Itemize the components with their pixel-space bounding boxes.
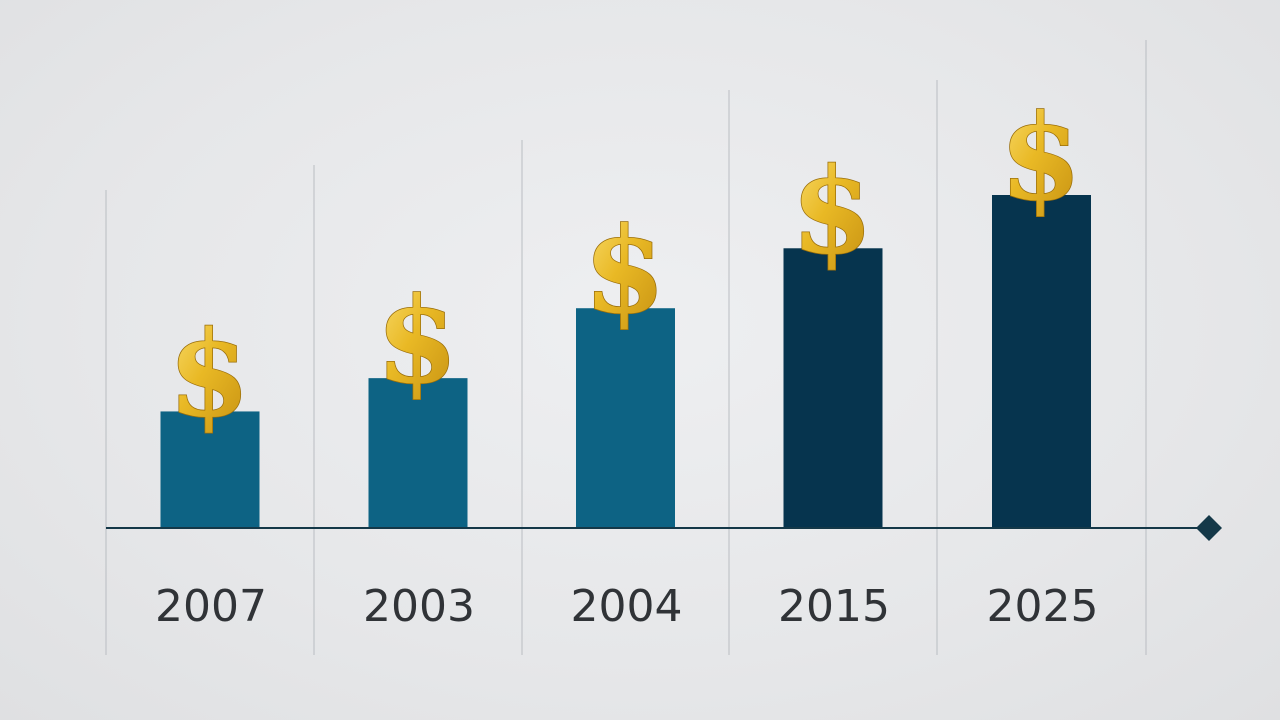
dollar-sign-icon: $: [999, 88, 1081, 227]
gridlines: [105, 40, 1147, 655]
dollar-markers: $ $ $ $ $: [167, 87, 1082, 444]
bar-2003: [368, 378, 468, 528]
x-tick-label: 2025: [987, 581, 1099, 632]
x-tick-label: 2004: [571, 581, 683, 632]
x-axis: [106, 515, 1222, 541]
dollar-sign-icon: $: [168, 304, 250, 443]
dollar-sign-icon: $: [583, 201, 665, 340]
dollar-sign-icon: $: [376, 271, 458, 410]
x-tick-labels: 2007 2003 2004 2015 2025: [155, 581, 1098, 632]
dollar-sign-icon: $: [791, 141, 873, 280]
x-tick-label: 2003: [363, 581, 475, 632]
x-tick-label: 2007: [155, 581, 267, 632]
bar-2004: [576, 308, 675, 528]
bars: [160, 195, 1091, 528]
diamond-icon: [1196, 515, 1222, 541]
bar-2025: [992, 195, 1091, 528]
bar-2007: [160, 411, 260, 528]
x-tick-label: 2015: [778, 581, 890, 632]
bar-2015: [783, 248, 883, 528]
